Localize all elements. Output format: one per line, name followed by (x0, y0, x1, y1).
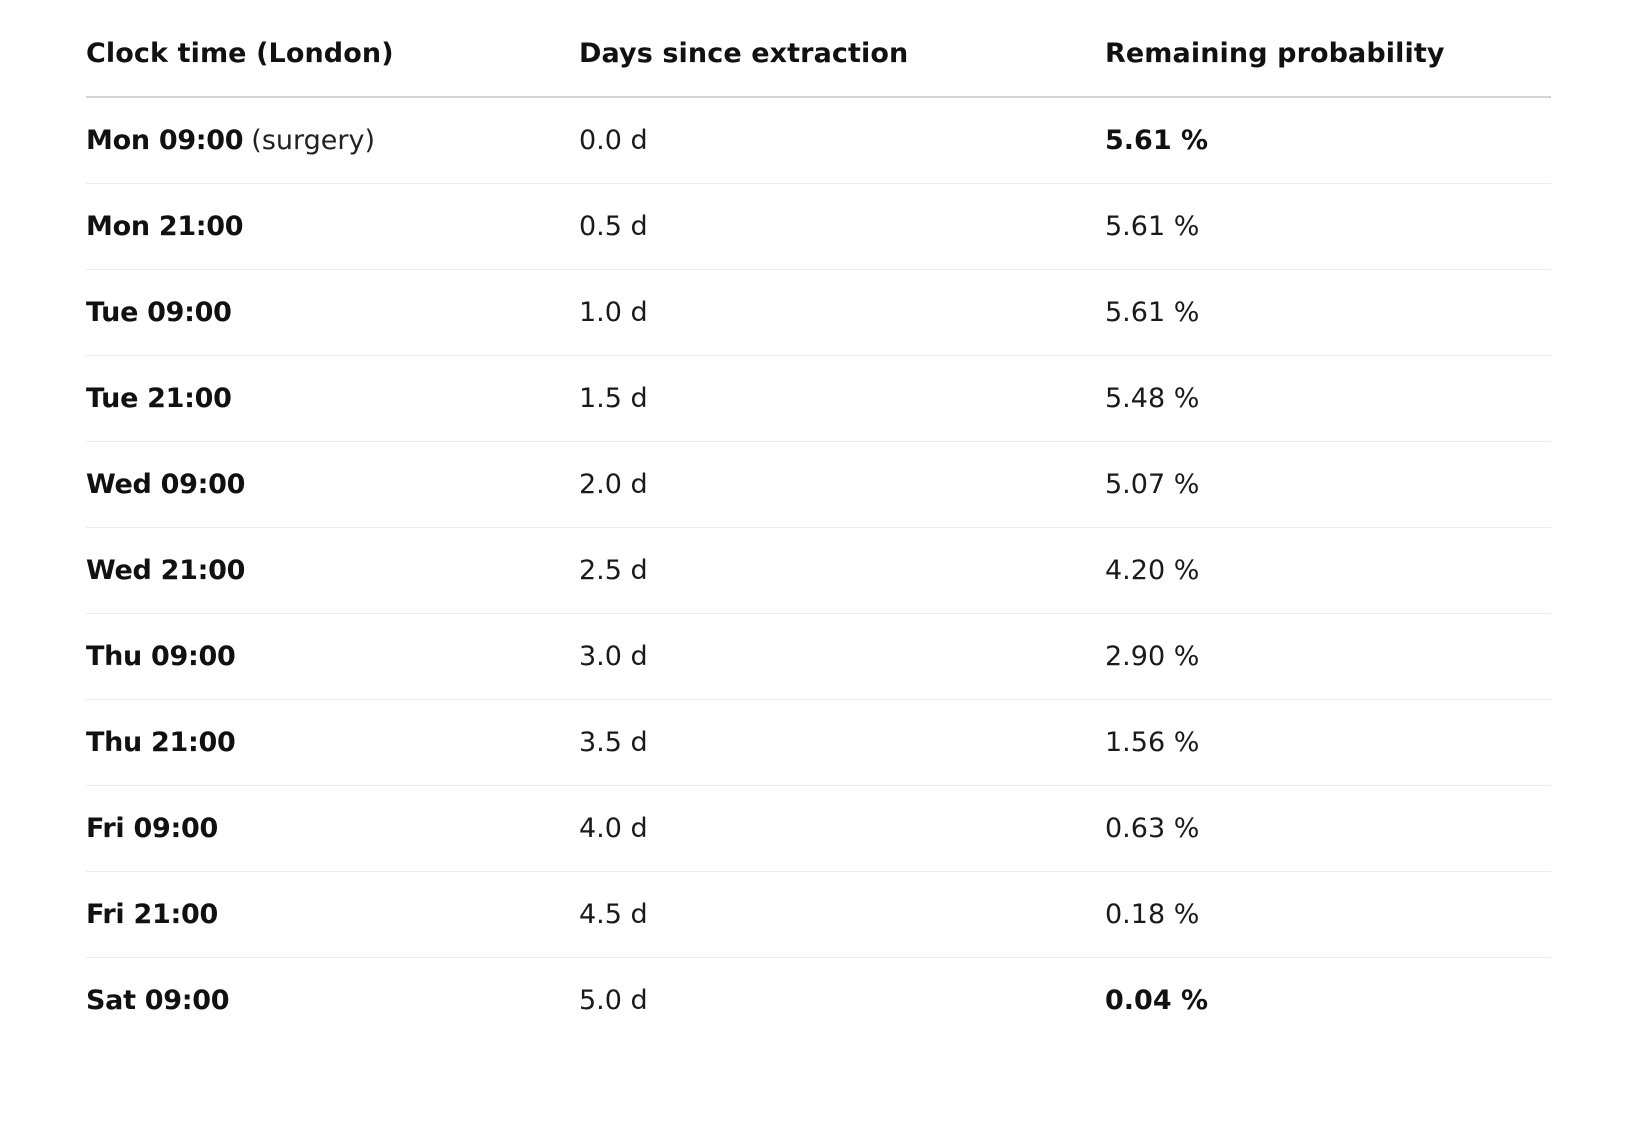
table-body: Mon 09:00 (surgery) 0.0 d 5.61 % Mon 21:00 0.… (86, 97, 1551, 1043)
clock-time-cell: Wed 21:00 (86, 527, 579, 614)
days-since-cell: 2.0 d (579, 441, 1105, 528)
table-row: Fri 21:00 4.5 d 0.18 % (86, 871, 1551, 958)
column-header-clock-time: Clock time (London) (86, 0, 579, 98)
probability-table: Clock time (London) Days since extractio… (86, 0, 1551, 1043)
days-since-cell: 0.5 d (579, 183, 1105, 270)
clock-time-cell: Fri 09:00 (86, 785, 579, 872)
days-since-cell: 2.5 d (579, 527, 1105, 614)
clock-time-cell: Mon 21:00 (86, 183, 579, 270)
remaining-probability-cell: 5.07 % (1105, 441, 1551, 528)
clock-time-value: Wed 09:00 (86, 468, 246, 500)
clock-time-cell: Mon 09:00 (surgery) (86, 97, 579, 184)
remaining-probability-cell: 1.56 % (1105, 699, 1551, 786)
remaining-probability-cell: 0.18 % (1105, 871, 1551, 958)
clock-time-value: Fri 09:00 (86, 812, 218, 844)
clock-time-cell: Thu 09:00 (86, 613, 579, 700)
table-row: Mon 09:00 (surgery) 0.0 d 5.61 % (86, 97, 1551, 184)
column-header-remaining: Remaining probability (1105, 0, 1551, 98)
table-row: Thu 21:00 3.5 d 1.56 % (86, 699, 1551, 786)
clock-time-value: Mon 21:00 (86, 210, 244, 242)
days-since-cell: 4.5 d (579, 871, 1105, 958)
clock-time-cell: Tue 09:00 (86, 269, 579, 356)
table-row: Tue 21:00 1.5 d 5.48 % (86, 355, 1551, 442)
clock-time-cell: Sat 09:00 (86, 957, 579, 1043)
remaining-probability-cell: 2.90 % (1105, 613, 1551, 700)
clock-time-value: Thu 09:00 (86, 640, 236, 672)
remaining-probability-cell: 0.04 % (1105, 984, 1209, 1016)
table-row: Fri 09:00 4.0 d 0.63 % (86, 785, 1551, 872)
table-row: Wed 21:00 2.5 d 4.20 % (86, 527, 1551, 614)
days-since-cell: 4.0 d (579, 785, 1105, 872)
clock-time-cell: Tue 21:00 (86, 355, 579, 442)
clock-time-value: Sat 09:00 (86, 984, 230, 1016)
days-since-cell: 3.0 d (579, 613, 1105, 700)
days-since-cell: 1.0 d (579, 269, 1105, 356)
remaining-probability-cell: 5.48 % (1105, 355, 1551, 442)
table-row: Thu 09:00 3.0 d 2.90 % (86, 613, 1551, 700)
clock-time-value: Mon 09:00 (86, 124, 244, 156)
clock-time-cell: Fri 21:00 (86, 871, 579, 958)
probability-table-container: Clock time (London) Days since extractio… (86, 0, 1551, 1043)
column-header-days-since: Days since extraction (579, 0, 1105, 98)
days-since-cell: 1.5 d (579, 355, 1105, 442)
clock-time-cell: Wed 09:00 (86, 441, 579, 528)
clock-time-value: Tue 21:00 (86, 382, 232, 414)
remaining-probability-cell: 5.61 % (1105, 97, 1551, 184)
table-row: Tue 09:00 1.0 d 5.61 % (86, 269, 1551, 356)
clock-time-value: Thu 21:00 (86, 726, 236, 758)
clock-time-value: Tue 09:00 (86, 296, 232, 328)
clock-time-cell: Thu 21:00 (86, 699, 579, 786)
remaining-probability-cell: 5.61 % (1105, 269, 1551, 356)
days-since-cell: 0.0 d (579, 97, 1105, 184)
clock-time-value: Wed 21:00 (86, 554, 246, 586)
remaining-probability-cell: 5.61 % (1105, 183, 1551, 270)
days-since-cell: 5.0 d (579, 984, 648, 1016)
clock-time-value: Fri 21:00 (86, 898, 218, 930)
table-row: Wed 09:00 2.0 d 5.07 % (86, 441, 1551, 528)
table-row: Mon 21:00 0.5 d 5.61 % (86, 183, 1551, 270)
clock-time-note: (surgery) (251, 124, 375, 156)
header-row: Clock time (London) Days since extractio… (86, 0, 1551, 98)
days-since-cell: 3.5 d (579, 699, 1105, 786)
table-row: Sat 09:00 5.0 d 0.04 % (86, 957, 1551, 1043)
remaining-probability-cell: 4.20 % (1105, 527, 1551, 614)
remaining-probability-cell: 0.63 % (1105, 785, 1551, 872)
table-header: Clock time (London) Days since extractio… (86, 0, 1551, 98)
